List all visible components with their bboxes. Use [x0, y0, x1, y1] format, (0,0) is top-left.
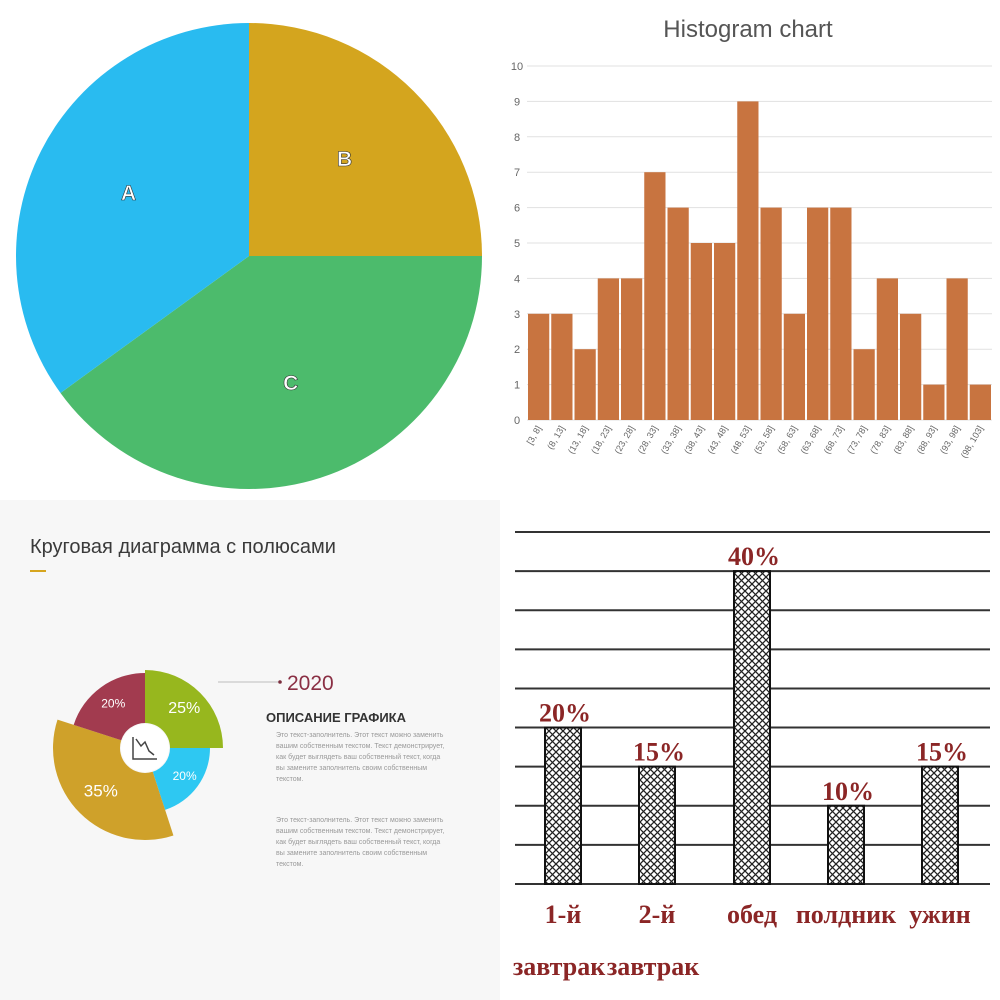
histogram-bar: [853, 349, 875, 420]
meals-bar-chart: 20% 1-й завтрак 15% 2-й завтрак 40% обед 10% полд…: [513, 531, 990, 981]
donut-segment: [53, 719, 174, 840]
histogram-panel: Histogram chart 0 1 2 3 4 5 6 7 8 9 10 [3, 8] (8, 13…: [500, 0, 1000, 500]
x-tick-label: (83, 88]: [891, 424, 915, 455]
chart-trend-down-icon: [132, 737, 157, 760]
y-tick-label: 1: [514, 380, 520, 392]
x-tick-label: (88, 93]: [915, 424, 939, 455]
y-tick-label: 6: [514, 203, 520, 215]
donut-segment-label: 35%: [84, 782, 118, 801]
x-tick-label: (53, 58]: [752, 424, 776, 455]
bar-data-label: 15%: [916, 738, 968, 767]
meal-bar: [827, 804, 865, 885]
histogram-bar: [714, 243, 736, 420]
category-label: полдник: [796, 900, 896, 929]
y-tick-label: 7: [514, 167, 520, 179]
pie-slice-c: [60, 256, 483, 489]
bar-data-label: 40%: [728, 542, 780, 571]
x-tick-label: (73, 78]: [845, 424, 869, 455]
donut-chart-panel: Круговая диаграмма с полюсами 25% 20% 35% 2…: [0, 500, 500, 1000]
meal-bar: [638, 765, 676, 885]
x-tick-label: (93, 98]: [938, 424, 962, 455]
x-tick-label: (48, 53]: [729, 424, 753, 455]
description-paragraph-2: Это текст-заполнитель. Этот текст можно …: [276, 817, 445, 868]
category-label: 1-й завтрак: [513, 900, 605, 981]
year-dot: [278, 680, 282, 684]
histogram-bar: [621, 278, 643, 420]
histogram-bar: [551, 313, 573, 420]
x-tick-label: (28, 33]: [636, 424, 660, 455]
donut-segment: [145, 670, 223, 748]
x-tick-label: (33, 38]: [659, 424, 683, 455]
histogram-bar: [597, 278, 619, 420]
category-label: 2-й завтрак: [607, 900, 699, 981]
x-tick-label: [3, 8]: [525, 424, 544, 446]
y-tick-label: 8: [514, 132, 520, 144]
meals-bar-chart-panel: 20% 1-й завтрак 15% 2-й завтрак 40% обед 10% полд…: [500, 500, 1000, 1000]
bar-data-label: 10%: [822, 777, 874, 806]
histogram-bar: [783, 313, 805, 420]
x-tick-label: (8, 13]: [545, 424, 566, 451]
x-tick-label: (43, 48]: [705, 424, 729, 455]
histogram-bar: [667, 207, 689, 420]
meal-bar: [921, 765, 959, 885]
bar-data-label: 15%: [633, 738, 685, 767]
category-label: ужин: [909, 900, 970, 929]
pie-chart-abc: B C A: [16, 23, 483, 489]
x-tick-label: (68, 73]: [822, 424, 846, 455]
histogram-bar: [807, 207, 829, 420]
title-underline: [30, 570, 46, 572]
meal-bar: [544, 726, 582, 885]
year-label: 2020: [287, 672, 334, 695]
histogram-chart: Histogram chart 0 1 2 3 4 5 6 7 8 9 10 [3, 8] (8, 13…: [511, 16, 992, 460]
donut-center: [121, 724, 169, 772]
histogram-bar: [737, 101, 759, 421]
pie-slice-a: [16, 23, 250, 393]
histogram-bar: [876, 278, 898, 420]
description-title: ОПИСАНИЕ ГРАФИКА: [266, 710, 406, 725]
donut-segment-label: 20%: [101, 696, 125, 710]
x-tick-label: (63, 68]: [798, 424, 822, 455]
pie-chart-abc-panel: B C A: [0, 0, 500, 500]
description-paragraph-1: Это текст-заполнитель. Этот текст можно …: [276, 732, 445, 783]
y-tick-label: 9: [514, 96, 520, 108]
pie-label-b: B: [337, 148, 352, 171]
meal-bar: [733, 570, 771, 885]
donut-segment: [73, 673, 145, 741]
x-tick-label: (18, 23]: [589, 424, 613, 455]
histogram-title: Histogram chart: [663, 16, 833, 43]
pie-label-a: A: [121, 182, 136, 205]
pie-label-c: C: [283, 372, 298, 395]
histogram-bar: [760, 207, 782, 420]
donut-segment-label: 25%: [168, 700, 200, 717]
y-tick-label: 4: [514, 273, 520, 285]
y-tick-label: 3: [514, 309, 520, 321]
histogram-bar: [574, 349, 596, 420]
donut-segment: [152, 748, 210, 810]
x-tick-label: (98, 103]: [959, 424, 985, 460]
histogram-bar: [923, 384, 945, 420]
x-tick-label: (23, 28]: [612, 424, 636, 455]
donut-segment-label: 20%: [173, 769, 197, 783]
x-tick-label: (58, 63]: [775, 424, 799, 455]
x-tick-label: (38, 43]: [682, 424, 706, 455]
x-tick-label: (13, 18]: [566, 424, 590, 455]
y-tick-label: 2: [514, 344, 520, 356]
donut-chart: 25% 20% 35% 20% 2020: [53, 670, 334, 840]
pie-slice-b: [249, 23, 482, 256]
histogram-bar: [946, 278, 968, 420]
category-label: обед: [727, 900, 777, 929]
x-tick-label: (78, 83]: [868, 424, 892, 455]
donut-chart-title: Круговая диаграмма с полюсами: [30, 536, 336, 558]
y-tick-label: 0: [514, 415, 520, 427]
histogram-bar: [528, 313, 550, 420]
histogram-bar: [690, 243, 712, 420]
y-tick-label: 5: [514, 238, 520, 250]
histogram-bar: [969, 384, 991, 420]
histogram-bar: [644, 172, 666, 420]
bar-data-label: 20%: [539, 699, 591, 728]
histogram-bar: [900, 313, 922, 420]
y-tick-label: 10: [511, 61, 523, 73]
histogram-bar: [830, 207, 852, 420]
